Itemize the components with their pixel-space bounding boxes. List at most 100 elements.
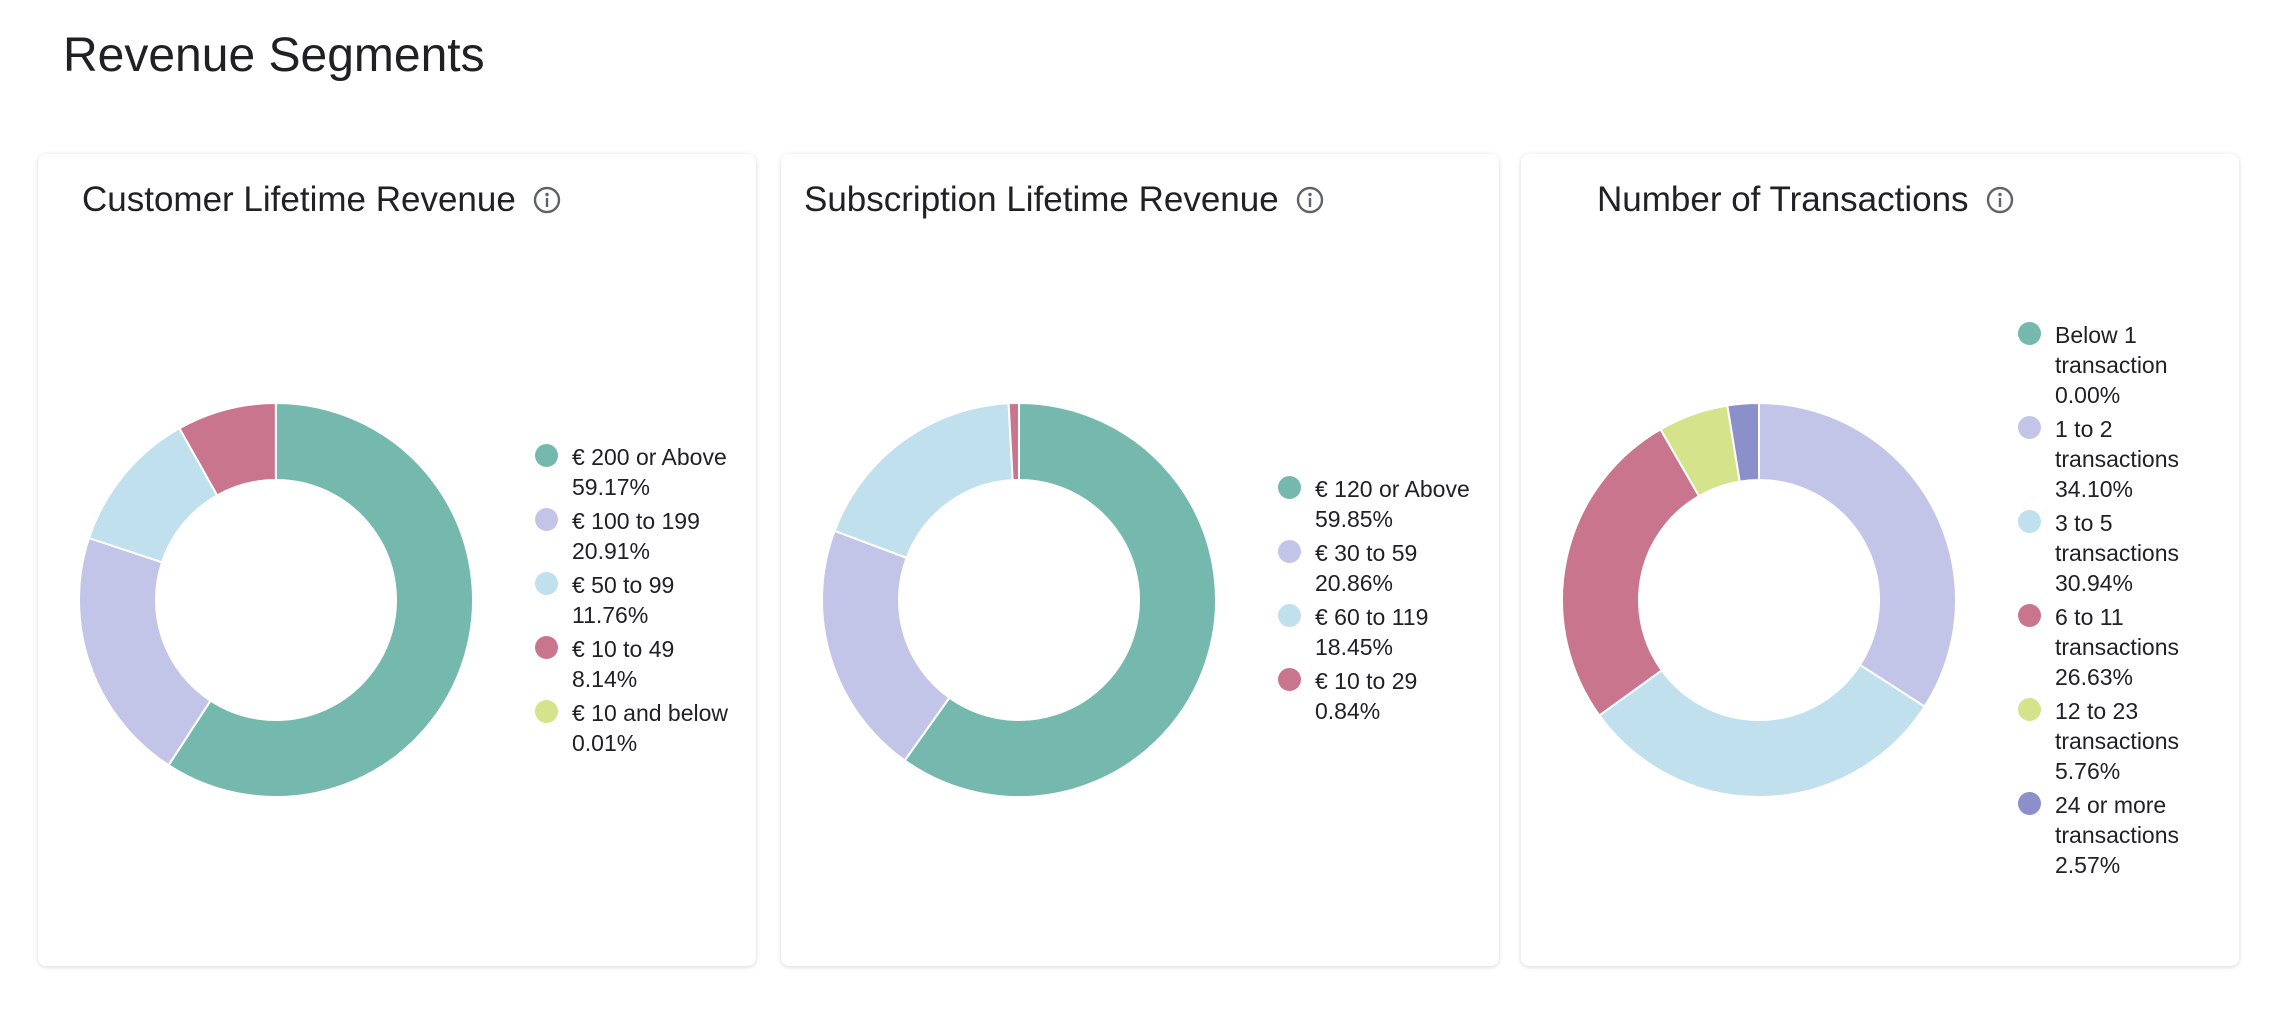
legend-item: € 100 to 199 20.91% [535,506,732,566]
legend-value: 59.85% [1315,506,1394,532]
info-icon-dot [1997,192,2002,197]
legend-label: € 10 and below [572,700,729,726]
legend-label: 3 to 5 transactions [2055,510,2180,566]
chart-card: Subscription Lifetime Revenue € 120 or Ab… [781,154,1499,966]
legend-item: € 120 or Above 59.85% [1278,474,1475,534]
legend-swatch [535,636,558,659]
legend-swatch [1278,476,1301,499]
chart-card: Customer Lifetime Revenue € 200 or Above … [38,154,756,966]
legend-label: € 10 to 29 [1315,668,1418,694]
legend-swatch [2018,698,2041,721]
legend-value: 5.76% [2055,758,2121,784]
legend-label: € 120 or Above [1315,476,1470,502]
legend-item: 24 or more transactions 2.57% [2018,790,2215,880]
donut-slice [1758,401,1957,708]
legend-text: 1 to 2 transactions 34.10% [2055,414,2215,504]
info-icon-dot [545,192,549,197]
legend-item: 1 to 2 transactions 34.10% [2018,414,2215,504]
legend-label: Below 1 transaction [2055,322,2168,378]
legend-value: 0.00% [2055,382,2121,408]
legend-value: 8.14% [572,666,638,692]
legend: Below 1 transaction 0.00% 1 to 2 transact… [2018,320,2215,880]
donut-slice [78,536,212,767]
legend-swatch [535,572,558,595]
donut-slice [1007,401,1020,482]
legend-value: 26.63% [2055,664,2134,690]
legend-value: 0.84% [1315,698,1381,724]
info-icon-bar [1998,198,2001,207]
legend-item: € 10 to 49 8.14% [535,634,732,694]
legend-item: € 200 or Above 59.17% [535,442,732,502]
legend-value: 11.76% [572,602,649,628]
legend-value: 2.57% [2055,852,2121,878]
legend-swatch [2018,416,2041,439]
donut-chart [78,401,474,798]
legend-text: 6 to 11 transactions 26.63% [2055,602,2215,692]
legend-label: 24 or more transactions [2055,792,2180,848]
legend: € 120 or Above 59.85% € 30 to 59 20.86% € … [1278,474,1475,726]
legend-swatch [535,508,558,531]
legend-item: € 50 to 99 11.76% [535,570,732,630]
legend-swatch [2018,510,2041,533]
legend-swatch [1278,604,1301,627]
donut-chart [1561,401,1957,798]
legend-value: 20.86% [1315,570,1394,596]
legend-label: € 60 to 119 [1315,604,1429,630]
legend-swatch [2018,322,2041,345]
legend-swatch [1278,668,1301,691]
chart-title: Subscription Lifetime Revenue [804,180,1279,219]
legend-label: 12 to 23 transactions [2055,698,2180,754]
legend-text: € 10 to 49 8.14% [572,634,732,694]
donut-slice [1597,663,1927,798]
legend-label: € 200 or Above [572,444,727,470]
legend-text: 24 or more transactions 2.57% [2055,790,2215,880]
legend-value: 0.01% [572,730,638,756]
legend-label: 1 to 2 transactions [2055,416,2180,472]
legend-label: 6 to 11 transactions [2055,604,2180,660]
legend-value: 20.91% [572,538,651,564]
legend-text: Below 1 transaction 0.00% [2055,320,2215,410]
chart-title-row: Subscription Lifetime Revenue [804,180,1325,220]
legend-text: € 10 to 29 0.84% [1315,666,1475,726]
legend-text: € 10 and below 0.01% [572,698,732,758]
chart-title: Customer Lifetime Revenue [82,180,516,219]
donut-slice [1726,401,1760,483]
info-icon-dot [1308,192,1312,197]
legend-text: € 30 to 59 20.86% [1315,538,1475,598]
legend-text: € 100 to 199 20.91% [572,506,732,566]
legend-item: € 30 to 59 20.86% [1278,538,1475,598]
donut-slice [903,401,1217,798]
legend-swatch [535,444,558,467]
legend-text: € 120 or Above 59.85% [1315,474,1475,534]
info-icon-ring [1296,186,1323,214]
donut-chart [821,401,1217,798]
legend-swatch [535,700,558,723]
info-icon-bar [1308,198,1311,207]
legend-value: 30.94% [2055,570,2134,596]
legend-item: € 60 to 119 18.45% [1278,602,1475,662]
legend-text: € 60 to 119 18.45% [1315,602,1475,662]
legend-value: 59.17% [572,474,651,500]
page-title: Revenue Segments [63,29,485,82]
legend-swatch [2018,792,2041,815]
donut-slice [821,529,951,762]
donut-slice [167,401,474,798]
donut-slice [833,402,1014,560]
chart-title: Number of Transactions [1597,180,1969,219]
info-icon-bar [545,198,549,207]
legend-item: Below 1 transaction 0.00% [2018,320,2215,410]
chart-title-row: Number of Transactions [1597,180,2015,220]
legend-label: € 30 to 59 [1315,540,1418,566]
legend-swatch [1278,540,1301,563]
chart-title-row: Customer Lifetime Revenue [82,180,562,220]
legend-item: 6 to 11 transactions 26.63% [2018,602,2215,692]
legend-label: € 100 to 199 [572,508,700,534]
legend: € 200 or Above 59.17% € 100 to 199 20.91%… [535,442,732,758]
legend-item: € 10 to 29 0.84% [1278,666,1475,726]
info-icon-ring [533,186,561,214]
chart-card: Number of Transactions Below 1 transactio… [1521,154,2239,966]
legend-item: € 10 and below 0.01% [535,698,732,758]
legend-text: € 200 or Above 59.17% [572,442,732,502]
legend-item: 3 to 5 transactions 30.94% [2018,508,2215,598]
